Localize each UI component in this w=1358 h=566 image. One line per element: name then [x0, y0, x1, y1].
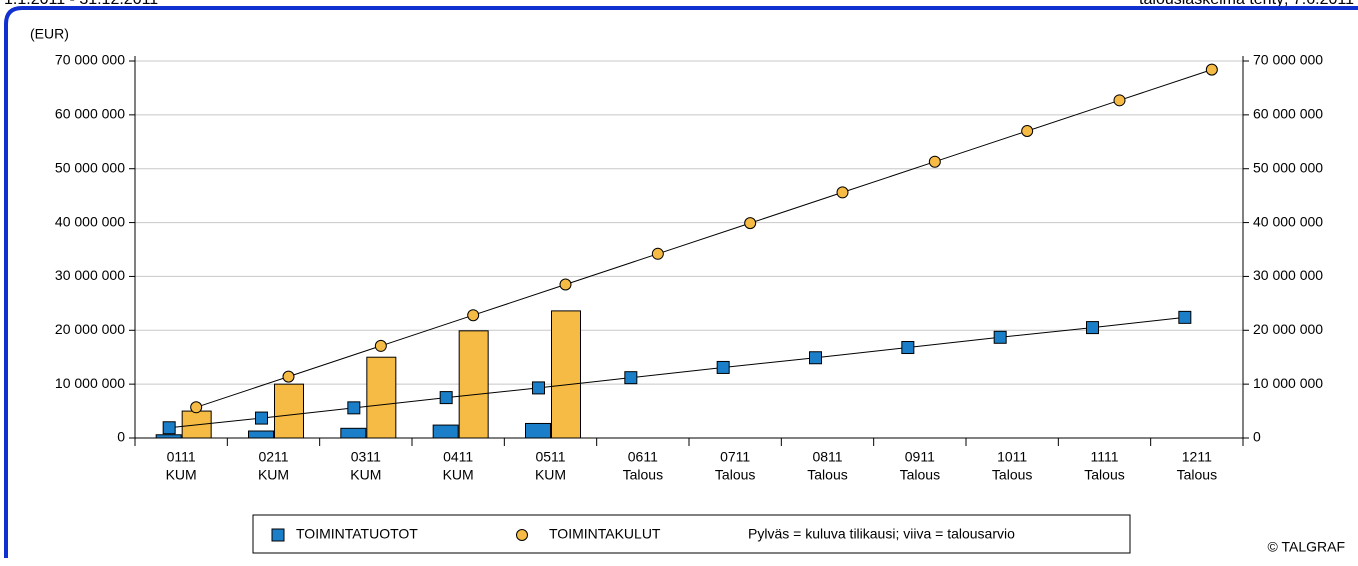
header-right: talouslaskelma tehty; 7.6.2011 — [1139, 0, 1354, 8]
bar — [248, 430, 274, 439]
legend-label: TOIMINTAKULUT — [549, 526, 661, 542]
x-tick-label: KUM — [535, 467, 566, 483]
y-axis-label: (EUR) — [30, 26, 69, 42]
x-tick-label: Talous — [992, 467, 1032, 483]
x-tick-label: 1211 — [1182, 449, 1212, 465]
y2-tick-label: 50 000 000 — [1253, 159, 1323, 175]
x-tick-label: KUM — [258, 467, 289, 483]
credit: © TALGRAF — [1268, 539, 1345, 555]
x-tick-label: Talous — [807, 467, 847, 483]
bar — [551, 310, 581, 439]
y2-tick-label: 0 — [1253, 429, 1261, 445]
x-tick-label: 0911 — [905, 449, 935, 465]
budget-marker — [1113, 94, 1126, 107]
legend-marker — [516, 529, 528, 541]
legend-box — [252, 514, 1131, 554]
y2-tick-label: 30 000 000 — [1253, 267, 1323, 283]
legend-marker — [271, 528, 285, 542]
x-tick-label: KUM — [166, 467, 197, 483]
budget-marker — [901, 341, 915, 355]
budget-marker — [559, 278, 572, 291]
budget-marker — [439, 391, 453, 405]
x-tick-label: 1111 — [1090, 449, 1118, 465]
y2-tick-label: 70 000 000 — [1253, 52, 1323, 68]
y-tick-label: 10 000 000 — [55, 375, 125, 391]
x-tick-label: Talous — [1177, 467, 1217, 483]
bar — [340, 427, 367, 439]
bar — [432, 424, 459, 439]
x-tick-label: 1011 — [997, 449, 1027, 465]
bar — [274, 383, 304, 439]
budget-marker — [1086, 321, 1099, 335]
budget-marker — [809, 351, 822, 365]
x-tick-label: Talous — [715, 467, 755, 483]
budget-marker — [1021, 125, 1034, 138]
budget-marker — [374, 339, 387, 352]
bar — [458, 330, 489, 439]
budget-marker — [190, 401, 203, 414]
budget-marker — [651, 247, 664, 260]
y-tick-label: 50 000 000 — [55, 159, 125, 175]
x-tick-label: 0611 — [628, 449, 658, 465]
budget-marker — [1205, 63, 1218, 76]
budget-line — [196, 69, 1212, 408]
budget-marker — [716, 360, 730, 374]
x-tick-label: 0311 — [351, 449, 381, 465]
y2-tick-label: 40 000 000 — [1253, 213, 1323, 229]
budget-marker — [928, 155, 941, 168]
bar — [155, 434, 182, 439]
y2-tick-label: 20 000 000 — [1253, 321, 1323, 337]
y-tick-label: 60 000 000 — [55, 106, 125, 122]
x-tick-label: Talous — [1084, 467, 1124, 483]
legend-label: TOIMINTATUOTOT — [296, 526, 418, 542]
x-tick-label: 0511 — [535, 449, 565, 465]
budget-marker — [255, 411, 268, 425]
budget-marker — [532, 381, 545, 395]
budget-line — [169, 316, 1185, 429]
y-tick-label: 70 000 000 — [55, 52, 125, 68]
x-tick-label: 0411 — [443, 449, 473, 465]
y2-tick-label: 60 000 000 — [1253, 106, 1323, 122]
y-tick-label: 40 000 000 — [55, 213, 125, 229]
budget-marker — [624, 371, 638, 385]
y-tick-label: 20 000 000 — [55, 321, 125, 337]
budget-marker — [467, 309, 480, 322]
y2-tick-label: 10 000 000 — [1253, 375, 1323, 391]
x-tick-label: KUM — [350, 467, 381, 483]
x-tick-label: 0811 — [812, 449, 842, 465]
header-left: 1.1.2011 - 31.12.2011 — [4, 0, 158, 8]
budget-marker — [347, 401, 361, 415]
x-tick-label: 0111 — [167, 449, 196, 465]
budget-marker — [282, 370, 295, 383]
x-tick-label: Talous — [900, 467, 940, 483]
x-tick-label: 0211 — [258, 449, 288, 465]
x-tick-label: KUM — [443, 467, 474, 483]
budget-marker — [162, 421, 176, 435]
budget-marker — [836, 186, 849, 199]
x-tick-label: Talous — [623, 467, 663, 483]
x-tick-label: 0711 — [720, 449, 750, 465]
legend-note: Pylväs = kuluva tilikausi; viiva = talou… — [748, 526, 1015, 542]
budget-marker — [993, 330, 1007, 344]
budget-marker — [744, 217, 757, 230]
bar — [366, 356, 397, 439]
y-tick-label: 0 — [117, 429, 125, 445]
budget-marker — [1178, 310, 1192, 324]
bar — [525, 422, 551, 439]
frame — [4, 6, 1358, 558]
y-tick-label: 30 000 000 — [55, 267, 125, 283]
